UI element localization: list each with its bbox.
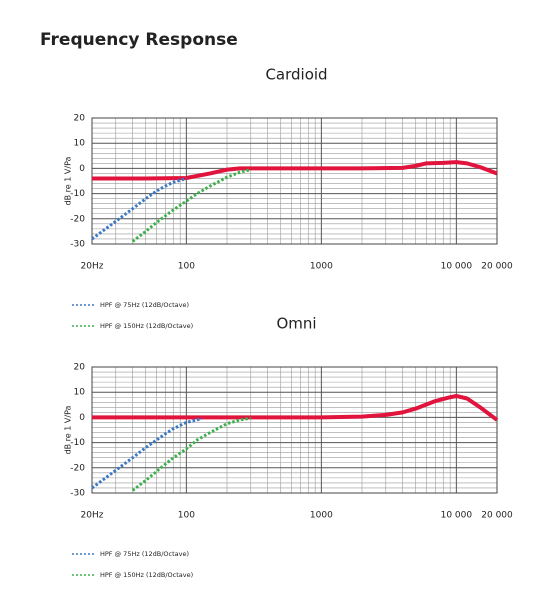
y-tick-label: -20 [70, 463, 85, 473]
x-tick-label: 100 [178, 511, 195, 521]
x-tick-label: 20 000 [481, 511, 513, 521]
legend-label: HPF @ 150Hz (12dB/Octave) [100, 322, 193, 330]
series-line [131, 416, 252, 492]
legend-label: HPF @ 75Hz (12dB/Octave) [100, 301, 189, 309]
y-tick-label: -30 [70, 489, 85, 499]
y-axis-label: dB re 1 V/Pa [64, 405, 73, 454]
series-line [92, 393, 499, 422]
chart-title: Omni [276, 315, 316, 333]
series-line [131, 168, 252, 243]
legend-label: HPF @ 75Hz (12dB/Octave) [100, 550, 189, 558]
chart-title: Cardioid [265, 66, 327, 84]
y-tick-label: 0 [79, 413, 85, 423]
series-line [91, 177, 187, 241]
y-tick-label: -10 [70, 189, 85, 199]
legend-label: HPF @ 150Hz (12dB/Octave) [100, 571, 193, 579]
x-tick-label: 100 [178, 262, 195, 272]
y-tick-label: 20 [74, 114, 86, 124]
series-line [91, 417, 203, 490]
x-tick-label: 20Hz [81, 262, 104, 272]
x-tick-label: 1000 [310, 262, 333, 272]
y-tick-label: -30 [70, 240, 85, 250]
y-tick-label: -20 [70, 214, 85, 224]
x-tick-label: 1000 [310, 511, 333, 521]
y-tick-label: 0 [79, 164, 85, 174]
x-tick-label: 20 000 [481, 262, 513, 272]
y-tick-label: 10 [74, 139, 86, 149]
plot-frame [91, 366, 498, 494]
x-tick-label: 10 000 [441, 262, 473, 272]
page-title: Frequency Response [40, 30, 238, 50]
x-tick-label: 20Hz [81, 511, 104, 521]
y-tick-label: -10 [70, 438, 85, 448]
x-tick-label: 10 000 [441, 511, 473, 521]
plot-frame [91, 117, 498, 245]
y-tick-label: 20 [74, 363, 86, 373]
y-tick-label: 10 [74, 388, 86, 398]
series-line [92, 160, 498, 181]
y-axis-label: dB re 1 V/Pa [64, 156, 73, 205]
